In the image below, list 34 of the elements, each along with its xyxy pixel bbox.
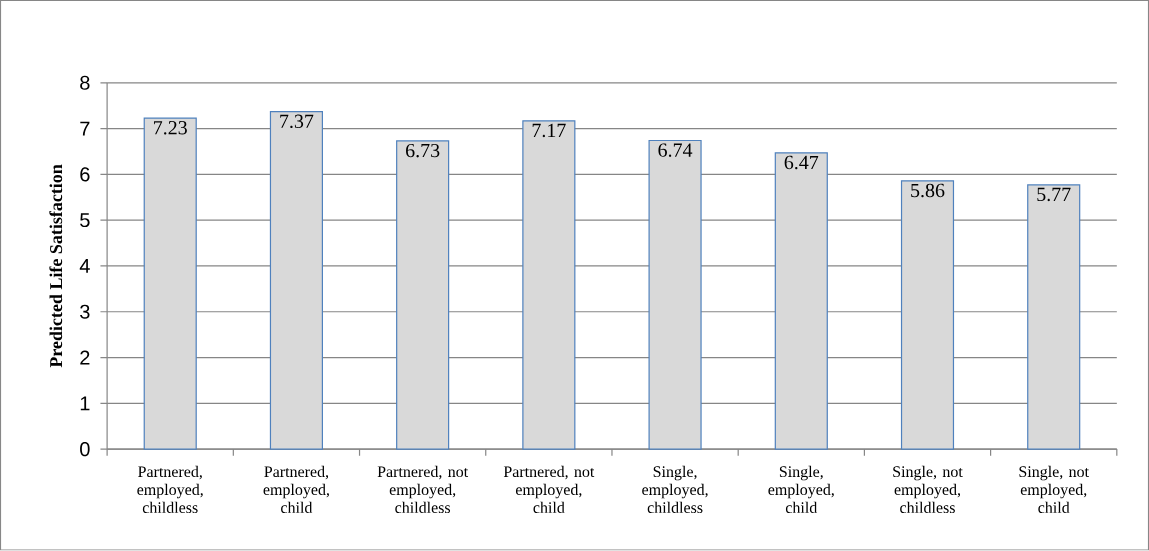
y-tick-label: 0 (80, 442, 90, 457)
bar (774, 152, 828, 450)
y-axis-title: Predicted Life Satisfaction (49, 164, 63, 368)
x-tick-label: Partnered, not employed, childless (377, 466, 469, 514)
data-label: 6.74 (658, 143, 693, 158)
data-label: 6.47 (784, 156, 819, 170)
bar (269, 111, 324, 450)
x-tick-label: Partnered, not employed, child (503, 466, 595, 514)
bar (648, 140, 702, 450)
bar (522, 120, 576, 450)
data-label: 6.73 (406, 144, 440, 158)
data-label: 7.37 (280, 114, 314, 129)
data-label: 7.23 (154, 121, 187, 135)
x-tick-label: Partnered, employed, childless (137, 466, 203, 514)
bar (143, 117, 197, 450)
y-tick-label: 5 (80, 213, 90, 228)
y-tick-label: 6 (80, 167, 90, 182)
data-label: 5.86 (911, 183, 945, 198)
x-tick-label: Single, not employed, childless (893, 466, 963, 514)
bar (396, 140, 450, 450)
y-tick-label: 4 (79, 259, 90, 274)
y-tick-label: 3 (80, 304, 90, 320)
x-tick-label: Single, employed, child (768, 466, 834, 514)
x-tick-label: Single, not employed, child (1019, 466, 1089, 514)
y-tick-label: 2 (80, 350, 90, 365)
x-tick-label: Partnered, employed, child (263, 466, 329, 514)
bar (1027, 184, 1081, 450)
data-label: 5.77 (1037, 188, 1071, 202)
data-label: 7.17 (532, 123, 566, 138)
x-tick-label: Single, employed, childless (642, 466, 708, 514)
y-tick-label: 8 (80, 75, 90, 91)
bar (900, 180, 955, 450)
y-tick-label: 1 (80, 396, 90, 411)
y-tick-label: 7 (80, 121, 90, 136)
